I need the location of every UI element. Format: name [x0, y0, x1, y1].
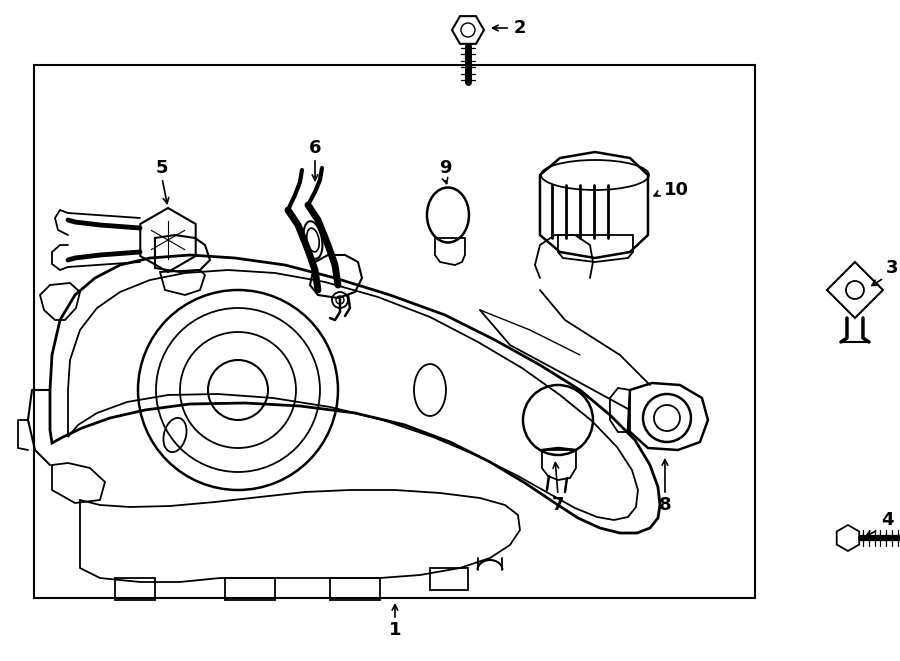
Text: 5: 5	[156, 159, 168, 177]
Bar	[34, 65, 755, 598]
Text: 6: 6	[309, 139, 321, 157]
Text: 1: 1	[389, 621, 401, 639]
Text: 7: 7	[552, 496, 564, 514]
Text: 2: 2	[514, 19, 526, 37]
Text: 9: 9	[438, 159, 451, 177]
Text: 3: 3	[886, 259, 898, 277]
Text: 8: 8	[659, 496, 671, 514]
Text: 10: 10	[663, 181, 688, 199]
Text: 4: 4	[881, 511, 893, 529]
